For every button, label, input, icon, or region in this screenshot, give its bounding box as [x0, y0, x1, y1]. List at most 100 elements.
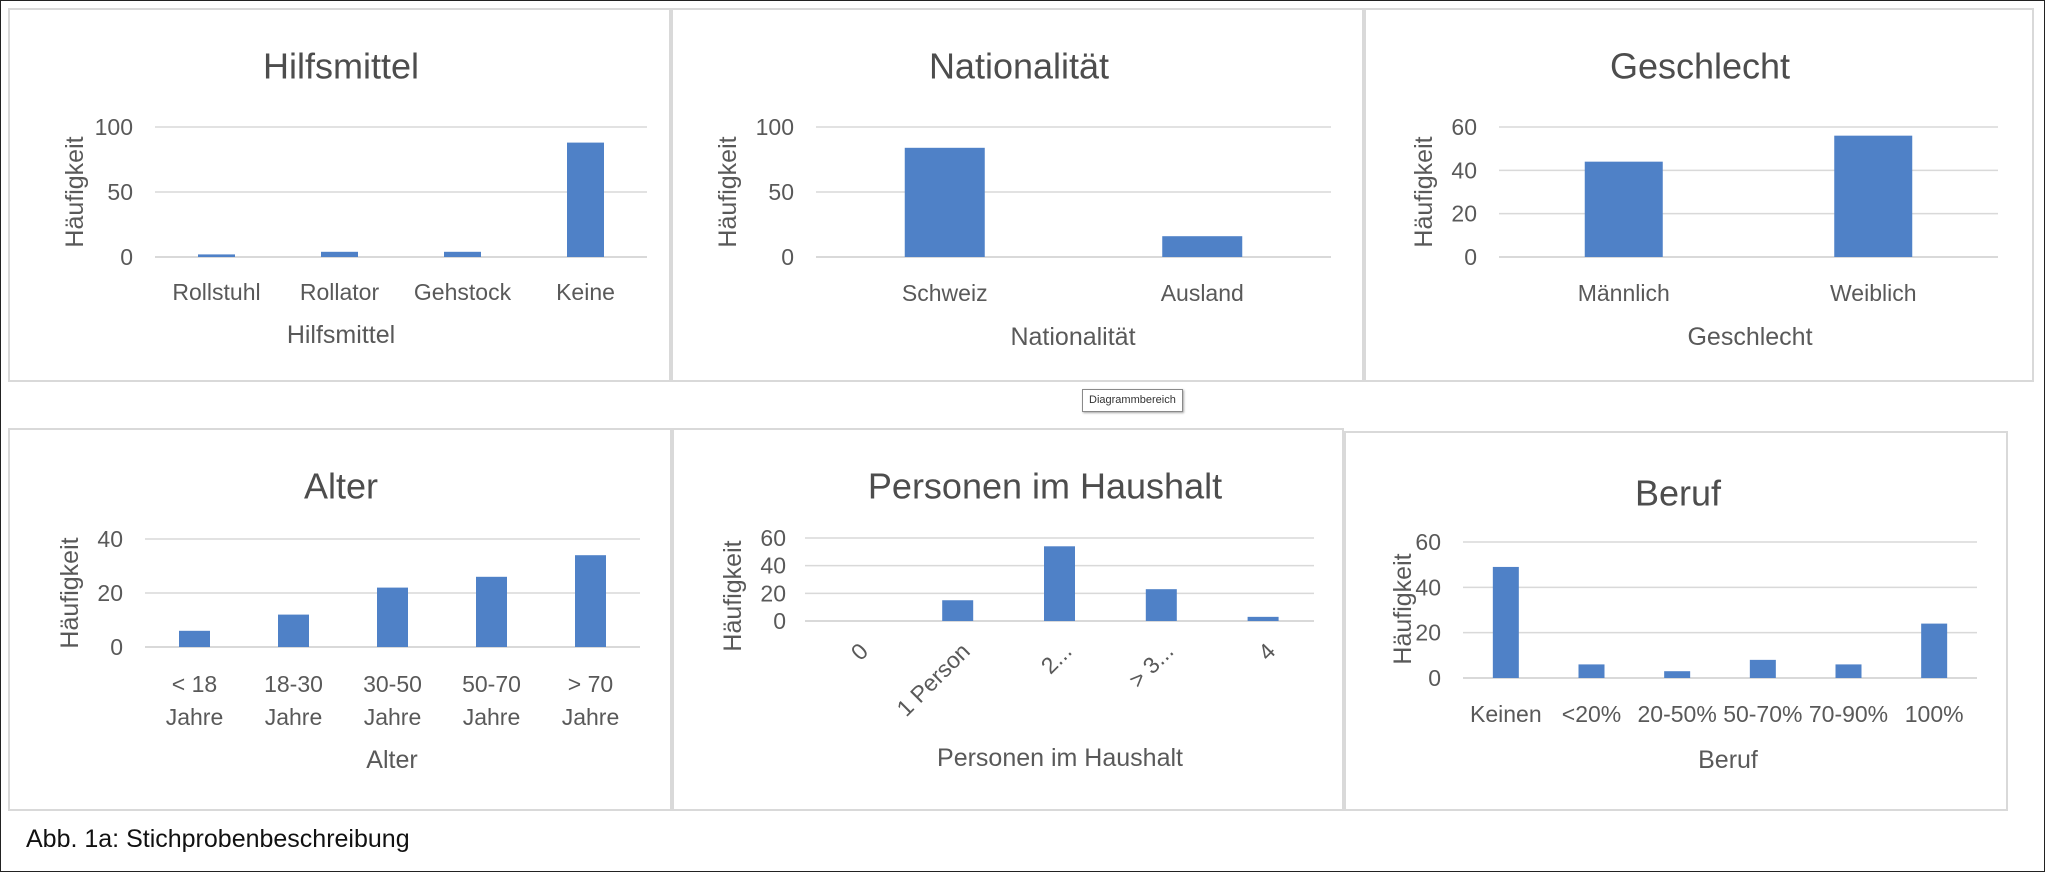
- y-tick-label: 50: [768, 179, 794, 205]
- x-tick-label: 4: [1253, 638, 1281, 666]
- chart-title: Hilfsmittel: [263, 46, 419, 87]
- x-tick-label: Gehstock: [414, 279, 512, 305]
- y-tick-label: 0: [1464, 244, 1477, 270]
- x-tick-label: Männlich: [1578, 280, 1670, 306]
- x-tick-label: > 70: [568, 671, 613, 697]
- bar: [1921, 623, 1948, 678]
- chart-panel-beruf[interactable]: Beruf 0 20 40 60 Keinen <20% 20-50% 50-70% 70-90%…: [1344, 431, 2008, 811]
- x-tick-label: Weiblich: [1830, 280, 1917, 306]
- x-axis-title: Alter: [366, 746, 417, 774]
- x-tick-label: Schweiz: [902, 280, 988, 306]
- bar: [942, 600, 974, 621]
- y-tick-label: 40: [1451, 157, 1477, 183]
- bar: [1664, 671, 1691, 678]
- bar: [179, 630, 210, 647]
- y-axis-title: Häufigkeit: [1410, 136, 1438, 247]
- x-axis-title: Geschlecht: [1687, 323, 1812, 351]
- y-tick-label: 20: [1415, 620, 1441, 646]
- x-tick-label: 100%: [1905, 701, 1964, 727]
- x-tick-label: Rollstuhl: [172, 279, 260, 305]
- x-tick-label: Jahre: [166, 704, 224, 730]
- chart-title: Personen im Haushalt: [868, 466, 1222, 507]
- bar: [278, 614, 309, 647]
- x-axis-title: Personen im Haushalt: [937, 744, 1183, 772]
- y-tick-label: 0: [781, 244, 794, 270]
- x-tick-label: Keinen: [1470, 701, 1542, 727]
- chart-panel-haushalt[interactable]: Personen im Haushalt 0 20 40 60 0 1 Person 2...…: [672, 428, 1344, 811]
- bar: [1578, 664, 1605, 678]
- y-axis-title: Häufigkeit: [1389, 553, 1417, 664]
- x-axis-title: Nationalität: [1010, 323, 1135, 351]
- y-tick-label: 0: [110, 634, 123, 660]
- y-tick-label: 60: [760, 525, 786, 551]
- x-tick-label: 1 Person: [891, 638, 974, 721]
- bar: [1835, 664, 1862, 678]
- x-tick-label: 50-70%: [1723, 701, 1802, 727]
- x-tick-label: 0: [846, 638, 873, 665]
- x-axis-title: Hilfsmittel: [287, 321, 395, 349]
- bar: [1247, 616, 1279, 621]
- x-tick-label: 30-50: [363, 671, 422, 697]
- bar: [575, 555, 606, 647]
- chart-title: Nationalität: [929, 46, 1109, 87]
- y-tick-label: 60: [1451, 114, 1477, 140]
- x-tick-label: Jahre: [364, 704, 422, 730]
- bar: [321, 251, 358, 257]
- y-tick-label: 40: [1415, 574, 1441, 600]
- y-tick-label: 50: [107, 179, 133, 205]
- x-tick-label: Ausland: [1161, 280, 1244, 306]
- y-axis-title: Häufigkeit: [714, 136, 742, 247]
- chart-panel-hilfsmittel[interactable]: Hilfsmittel 0 50 100 Rollstuhl Rollator Gehsto…: [8, 8, 671, 382]
- y-tick-label: 40: [760, 553, 786, 579]
- chart-title: Beruf: [1635, 473, 1722, 514]
- bar: [1749, 659, 1776, 678]
- chart-panel-nationalitaet[interactable]: Nationalität 0 50 100 Schweiz Ausland National…: [671, 8, 1364, 382]
- y-tick-label: 0: [120, 244, 133, 270]
- chart-panel-geschlecht[interactable]: Geschlecht 0 20 40 60 Männlich Weiblich Geschle…: [1364, 8, 2034, 382]
- bar: [1162, 236, 1243, 257]
- bar: [1584, 161, 1663, 257]
- y-tick-label: 20: [97, 580, 123, 606]
- x-tick-label: Jahre: [265, 704, 323, 730]
- x-tick-label: 70-90%: [1809, 701, 1888, 727]
- x-tick-label: 20-50%: [1638, 701, 1717, 727]
- y-tick-label: 40: [97, 526, 123, 552]
- bar: [377, 587, 408, 647]
- x-tick-label: 2...: [1036, 638, 1077, 679]
- chart-svg: Hilfsmittel 0 50 100 Rollstuhl Rollator Gehsto…: [61, 46, 647, 349]
- chart-title: Alter: [304, 466, 378, 507]
- x-tick-label: Jahre: [562, 704, 620, 730]
- x-tick-label: > 3...: [1123, 638, 1178, 693]
- x-axis-title: Beruf: [1698, 746, 1758, 774]
- chart-title: Geschlecht: [1610, 46, 1790, 87]
- x-tick-label: 50-70: [462, 671, 521, 697]
- y-tick-label: 100: [95, 114, 133, 140]
- y-tick-label: 100: [756, 114, 794, 140]
- bar: [444, 251, 481, 257]
- x-tick-label: Rollator: [300, 279, 380, 305]
- bar: [1492, 566, 1519, 678]
- figure-caption: Abb. 1a: Stichprobenbeschreibung: [26, 825, 410, 853]
- y-tick-label: 20: [1451, 201, 1477, 227]
- y-tick-label: 60: [1415, 529, 1441, 555]
- chart-svg: Geschlecht 0 20 40 60 Männlich Weiblich Geschle…: [1410, 46, 1998, 351]
- chart-panel-alter[interactable]: Alter 0 20 40 < 18 Jahre 18-30 Jahre 30-50 Jahre 5…: [8, 428, 672, 811]
- chart-area-tooltip: Diagrammbereich: [1082, 389, 1183, 412]
- y-axis-title: Häufigkeit: [61, 136, 89, 247]
- bar: [567, 142, 604, 257]
- y-axis-title: Häufigkeit: [56, 537, 84, 648]
- chart-svg: Nationalität 0 50 100 Schweiz Ausland National…: [714, 46, 1331, 351]
- x-tick-label: Keine: [556, 279, 615, 305]
- y-tick-label: 20: [760, 580, 786, 606]
- bar: [476, 576, 507, 647]
- bar: [1145, 589, 1177, 621]
- x-tick-label: Jahre: [463, 704, 521, 730]
- chart-svg: Alter 0 20 40 < 18 Jahre 18-30 Jahre 30-50 Jahre 5…: [56, 466, 640, 774]
- y-tick-label: 0: [1428, 665, 1441, 691]
- y-axis-title: Häufigkeit: [719, 540, 747, 651]
- chart-svg: Beruf 0 20 40 60 Keinen <20% 20-50% 50-70% 70-90%…: [1389, 473, 1977, 774]
- bar: [1044, 546, 1075, 621]
- x-tick-label: 18-30: [264, 671, 323, 697]
